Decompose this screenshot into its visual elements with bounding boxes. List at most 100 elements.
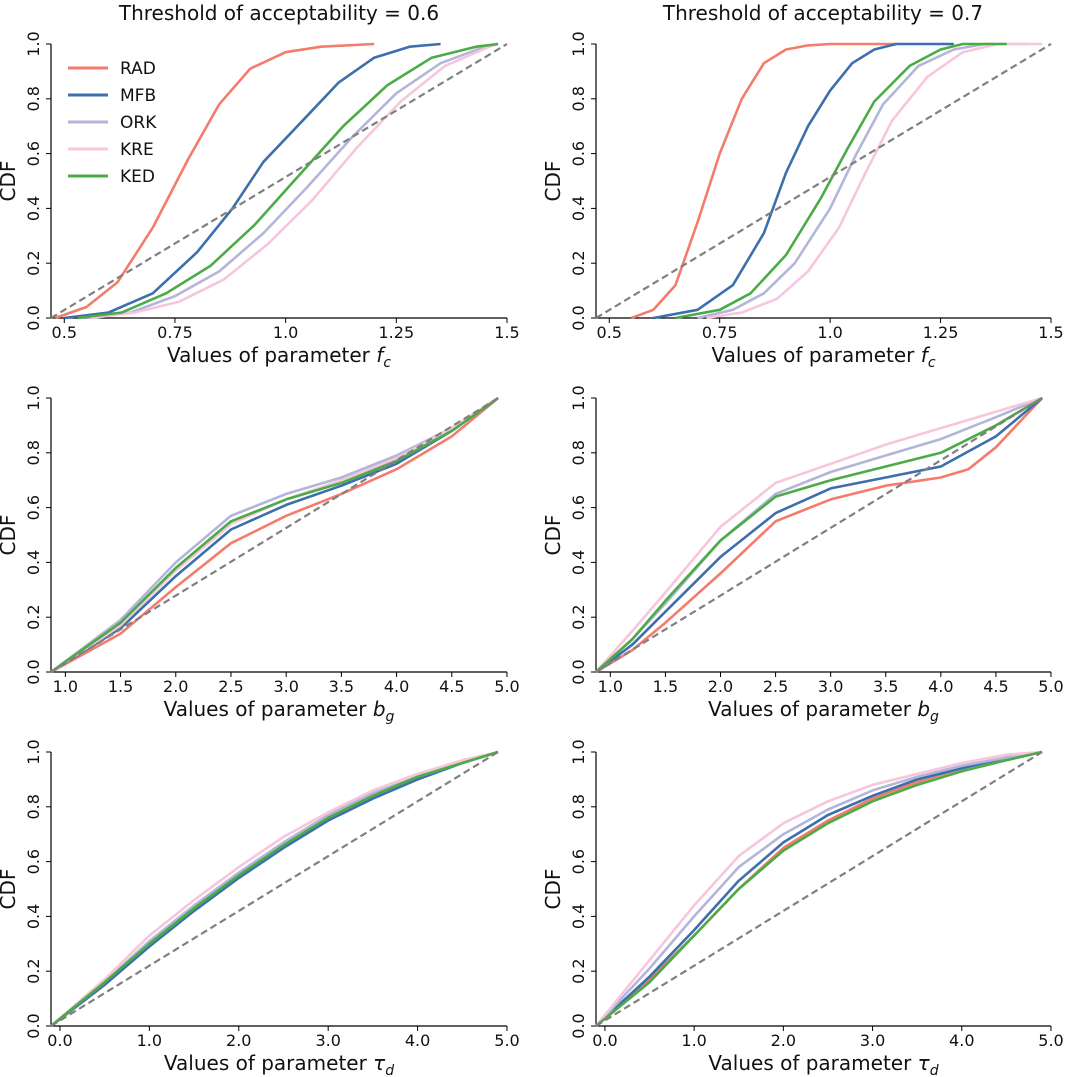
series-line-rad	[595, 397, 1044, 674]
x-axis-label-text: Values of parameter	[711, 343, 920, 367]
reference-diagonal-line	[595, 397, 1043, 673]
y-tick-label: 0.6	[569, 849, 588, 874]
chart-panel-5: 0.0 1.0 2.0 3.0 4.0 5.0 0.0 0.2 0.4 0.6 0.8 1.0 CDF V…	[0, 739, 520, 1077]
series-line-ked	[675, 42, 1007, 320]
x-axis-label-symbol: f	[921, 343, 931, 367]
series-line-kre	[50, 750, 499, 1027]
x-axis-label-subscript: g	[930, 709, 939, 725]
y-axis-label: CDF	[541, 869, 565, 910]
x-tick-label: 1.5	[1038, 323, 1063, 342]
x-axis-label-text: Values of parameter	[708, 697, 917, 721]
x-axis-label-subscript: c	[383, 355, 391, 371]
chart-panel-4: 1.0 1.5 2.0 2.5 3.0 3.5 4.0 4.5 5.0 0.0 0.2 0.4 0.6 0…	[541, 385, 1064, 725]
series-line-rad	[630, 42, 897, 320]
y-tick-label: 0.4	[569, 550, 588, 575]
x-tick-label: 2.0	[708, 677, 733, 696]
y-tick-label: 0.0	[24, 305, 43, 330]
x-tick-label: 1.25	[379, 323, 415, 342]
x-tick-label: 0.0	[592, 1031, 617, 1050]
x-tick-label: 0.0	[47, 1031, 72, 1050]
legend-label-mfb: MFB	[120, 86, 156, 106]
x-axis-label-text: Values of parameter	[164, 1051, 373, 1075]
x-axis-label-subscript: d	[385, 1063, 394, 1077]
y-tick-label: 1.0	[569, 385, 588, 410]
x-axis-label-text: Values of parameter	[167, 343, 376, 367]
x-axis-label: Values of parameter fc	[711, 343, 935, 371]
series-line-ork	[697, 42, 1029, 320]
x-tick-label: 1.0	[273, 323, 298, 342]
y-tick-label: 0.0	[24, 1013, 43, 1038]
y-tick-label: 1.0	[24, 739, 43, 764]
series-line-mfb	[653, 42, 954, 320]
y-tick-label: 0.8	[24, 440, 43, 465]
y-tick-label: 1.0	[569, 739, 588, 764]
y-tick-label: 0.6	[569, 495, 588, 520]
chart-panel-1: 0.5 0.75 1.0 1.25 1.5 0.0 0.2 0.4 0.6 0.8 1.0 CDF Va…	[0, 31, 520, 371]
x-tick-label: 4.5	[439, 677, 464, 696]
x-tick-label: 2.5	[218, 677, 243, 696]
x-axis-label: Values of parameter τd	[164, 1051, 394, 1077]
x-tick-label: 1.5	[653, 677, 678, 696]
y-tick-label: 0.8	[569, 794, 588, 819]
x-tick-label: 1.0	[137, 1031, 162, 1050]
x-tick-label: 3.0	[818, 677, 843, 696]
legend-label-ked: KED	[120, 167, 155, 187]
y-tick-label: 0.6	[24, 495, 43, 520]
reference-diagonal-line	[50, 397, 499, 673]
y-axis-label: CDF	[0, 161, 20, 202]
x-tick-label: 1.5	[108, 677, 133, 696]
series-line-kre	[90, 42, 499, 320]
legend-label-rad: RAD	[120, 59, 156, 79]
y-tick-label: 0.6	[24, 141, 43, 166]
x-tick-label: 5.0	[1038, 1031, 1063, 1050]
series-line-kre	[595, 396, 1043, 673]
legend-label-kre: KRE	[120, 140, 154, 160]
x-axis-label-symbol: b	[373, 697, 386, 721]
x-tick-label: 4.5	[983, 677, 1008, 696]
y-tick-label: 0.4	[24, 550, 43, 575]
column-title-left: Threshold of acceptability = 0.6	[118, 1, 439, 25]
y-tick-label: 0.2	[569, 604, 588, 629]
y-tick-label: 0.4	[569, 196, 588, 221]
series-line-ked	[50, 750, 499, 1028]
x-axis-label-symbol: f	[376, 343, 386, 367]
x-tick-label: 2.0	[163, 677, 188, 696]
x-tick-label: 1.0	[681, 1031, 706, 1050]
y-axis-label: CDF	[541, 515, 565, 556]
x-tick-label: 1.5	[494, 323, 519, 342]
x-axis-label-subscript: c	[928, 355, 936, 371]
x-axis-label: Values of parameter bg	[164, 697, 395, 725]
series-line-ked	[595, 750, 1043, 1028]
reference-diagonal-line	[50, 43, 508, 319]
y-tick-label: 0.2	[569, 958, 588, 983]
series-line-ork	[86, 42, 499, 320]
x-axis-label: Values of parameter fc	[167, 343, 391, 371]
x-tick-label: 1.0	[598, 677, 623, 696]
y-tick-label: 0.4	[569, 904, 588, 929]
x-tick-label: 5.0	[494, 677, 519, 696]
x-tick-label: 5.0	[1038, 677, 1063, 696]
y-tick-label: 0.0	[569, 305, 588, 330]
y-tick-label: 0.2	[24, 604, 43, 629]
x-tick-label: 2.5	[763, 677, 788, 696]
y-tick-label: 0.8	[569, 440, 588, 465]
x-tick-label: 2.0	[771, 1031, 796, 1050]
legend: RAD MFB ORK KRE KED	[68, 59, 157, 187]
y-tick-label: 0.6	[569, 141, 588, 166]
reference-diagonal-line	[595, 751, 1043, 1027]
x-tick-label: 0.5	[597, 323, 622, 342]
x-tick-label: 1.0	[817, 323, 842, 342]
y-tick-label: 1.0	[569, 31, 588, 56]
y-tick-label: 0.8	[24, 794, 43, 819]
x-axis-label-subscript: g	[386, 709, 395, 725]
series-line-mfb	[595, 750, 1043, 1027]
column-title-right: Threshold of acceptability = 0.7	[662, 1, 983, 25]
x-tick-label: 2.0	[226, 1031, 251, 1050]
series-line-kre	[594, 750, 1043, 1027]
x-tick-label: 3.5	[329, 677, 354, 696]
reference-diagonal-line	[595, 43, 1052, 319]
y-tick-label: 0.8	[569, 86, 588, 111]
reference-diagonal-line	[50, 751, 499, 1027]
y-tick-label: 0.0	[569, 659, 588, 684]
